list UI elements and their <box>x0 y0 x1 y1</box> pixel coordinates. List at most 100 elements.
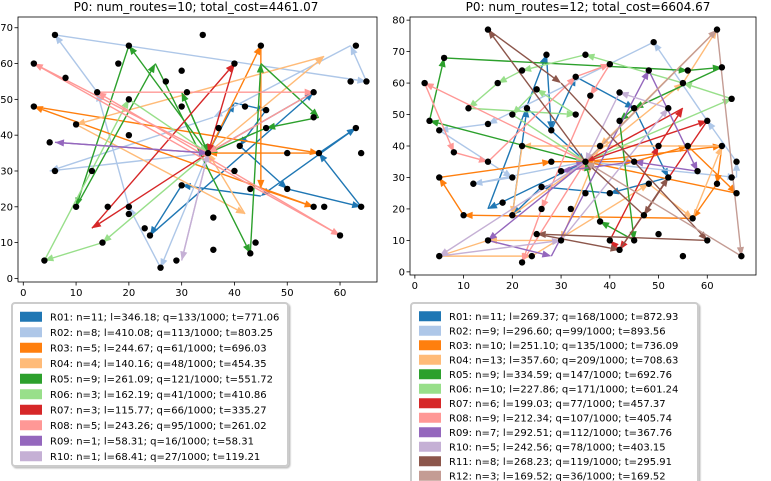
y-tick-label: 0 <box>7 274 13 285</box>
customer-point <box>247 250 254 257</box>
customer-point <box>728 174 735 181</box>
customer-point <box>30 60 38 67</box>
route-segment <box>43 107 126 261</box>
route-segment <box>511 166 579 216</box>
x-tick-label: 0 <box>412 281 418 292</box>
customer-point <box>125 210 133 218</box>
route-segment <box>443 184 465 216</box>
legend-entry: R09: n=7; l=292.51; q=112/1000; t=367.76 <box>449 428 672 439</box>
route-segment <box>691 85 732 100</box>
route-segment <box>627 94 669 109</box>
route-segment <box>75 71 152 208</box>
customer-point <box>125 203 133 210</box>
customer-point <box>231 167 238 175</box>
customer-point <box>557 237 565 244</box>
customer-point <box>236 142 243 150</box>
customer-point <box>199 31 206 39</box>
legend-swatch <box>419 354 441 365</box>
y-tick-label: 20 <box>0 202 13 213</box>
route-segment <box>446 161 586 252</box>
route-segment <box>545 54 552 122</box>
customer-point <box>665 174 672 181</box>
legend-entry: R05: n=9; l=261.09; q=121/1000; t=551.72 <box>50 374 273 385</box>
route-segment <box>99 152 209 224</box>
customer-point <box>567 205 575 213</box>
legend-swatch <box>419 325 441 336</box>
route-segment <box>487 82 570 163</box>
customer-point <box>262 124 270 132</box>
legend-swatch <box>419 427 441 438</box>
route-segment <box>439 162 543 179</box>
route-r05 <box>75 45 320 254</box>
customer-point <box>315 149 323 157</box>
route-r04 <box>439 29 722 260</box>
route-segment <box>448 123 489 130</box>
route-segment <box>642 162 698 172</box>
route-segment <box>42 108 314 208</box>
customer-point <box>357 149 365 157</box>
plot-area <box>30 31 370 271</box>
legend-swatch <box>20 404 42 415</box>
route-r04 <box>75 55 325 215</box>
route-segment <box>52 241 103 259</box>
route-segment <box>78 45 130 199</box>
route-segment <box>495 41 654 121</box>
legend-entry: R07: n=6; l=199.03; q=77/1000; t=457.37 <box>449 399 666 410</box>
legend-entry: R02: n=8; l=410.08; q=113/1000; t=803.25 <box>50 328 273 339</box>
x-tick-label: 10 <box>70 288 83 299</box>
legend-entry: R03: n=10; l=251.10; q=135/1000; t=736.0… <box>449 341 678 352</box>
route-segment <box>267 127 357 192</box>
customer-point <box>141 225 148 232</box>
customer-point <box>46 139 53 146</box>
route-segment <box>691 154 720 219</box>
legend-entry: R04: n=4; l=140.16; q=48/1000; t=454.35 <box>50 359 267 370</box>
route-segment <box>104 96 341 237</box>
customer-point <box>694 167 701 175</box>
x-tick-label: 50 <box>652 281 665 292</box>
route-segment <box>444 57 679 71</box>
customer-point <box>51 167 59 175</box>
legend-swatch <box>419 369 441 380</box>
x-tick-label: 40 <box>603 281 616 292</box>
customer-point <box>183 89 191 96</box>
customer-point <box>436 252 443 260</box>
legend-entry: R01: n=11; l=269.37; q=168/1000; t=872.9… <box>449 312 678 323</box>
route-segment <box>494 161 586 236</box>
route-arrowhead <box>736 246 744 257</box>
route-segment <box>575 76 627 105</box>
legend-entry: R05: n=9; l=334.59; q=147/1000; t=692.76 <box>449 370 672 381</box>
route-r06 <box>43 98 209 262</box>
customer-point <box>231 60 238 67</box>
customer-point <box>655 142 662 150</box>
route-segment <box>216 127 267 151</box>
x-tick-label: 40 <box>228 288 241 299</box>
legend-entry: R07: n=3; l=115.77; q=66/1000; t=335.27 <box>50 405 267 416</box>
route-segment <box>453 151 480 161</box>
customer-point <box>465 105 472 112</box>
customer-point <box>257 42 265 49</box>
legend-entry: R09: n=1; l=58.31; q=16/1000; t=58.31 <box>50 436 254 447</box>
route-segment <box>180 161 207 261</box>
customer-point <box>336 232 344 239</box>
route-segment <box>609 153 656 241</box>
legend-box <box>11 302 289 467</box>
customer-point <box>665 105 672 112</box>
customer-point <box>538 205 545 213</box>
route-r10 <box>439 91 669 257</box>
legend-entry: R08: n=9; l=212.34; q=107/1000; t=405.74 <box>449 413 672 424</box>
route-segment <box>447 239 489 255</box>
route-segment <box>543 93 577 116</box>
legend-swatch <box>20 435 42 446</box>
legend-swatch <box>419 311 441 322</box>
customer-point <box>538 183 545 191</box>
legend-box <box>410 302 699 481</box>
route-segment <box>212 160 246 215</box>
legend-swatch <box>419 383 441 394</box>
customer-point <box>51 31 59 39</box>
customer-point <box>125 96 133 103</box>
route-segment <box>682 36 713 84</box>
route-segment <box>550 78 646 257</box>
route-segment <box>560 82 702 235</box>
y-tick-label: 70 <box>392 47 405 58</box>
customer-point <box>548 158 555 165</box>
